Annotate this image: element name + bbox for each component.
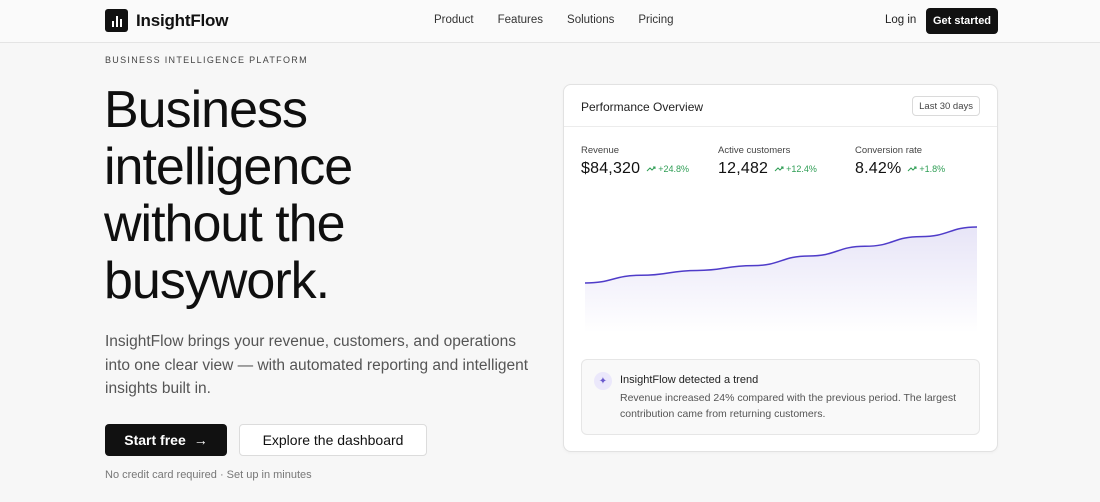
start-free-button[interactable]: Start free → xyxy=(105,424,227,456)
nav-link-solutions[interactable]: Solutions xyxy=(567,14,615,26)
trend-area xyxy=(585,227,977,333)
metric-revenue: Revenue $84,320 +24.8% xyxy=(581,145,689,178)
metric-value: $84,320 xyxy=(581,160,641,177)
explore-dashboard-button[interactable]: Explore the dashboard xyxy=(239,424,427,456)
metric-conversion-rate: Conversion rate 8.42% +1.8% xyxy=(855,145,945,178)
metric-delta: +24.8% xyxy=(646,164,689,174)
insight-title: InsightFlow detected a trend xyxy=(620,374,759,386)
metric-delta-value: +24.8% xyxy=(658,164,690,174)
insight-panel: ✦ InsightFlow detected a trend Revenue i… xyxy=(581,359,980,435)
top-nav: InsightFlow Product Features Solutions P… xyxy=(0,0,1100,43)
nav-link-features[interactable]: Features xyxy=(497,14,544,26)
metric-label: Revenue xyxy=(581,145,620,156)
hero-eyebrow: BUSINESS INTELLIGENCE PLATFORM xyxy=(105,55,308,65)
card-title: Performance Overview xyxy=(581,100,704,114)
hero-title-line: intelligence xyxy=(104,138,353,196)
login-link[interactable]: Log in xyxy=(885,14,917,26)
brand-logo[interactable]: InsightFlow xyxy=(105,9,228,32)
metric-delta: +1.8% xyxy=(907,164,945,174)
hero-subtitle: InsightFlow brings your revenue, custome… xyxy=(105,333,529,397)
metric-label: Conversion rate xyxy=(855,145,923,156)
metric-delta-value: +1.8% xyxy=(919,164,946,174)
trend-line xyxy=(584,226,978,284)
arrow-right-icon: → xyxy=(193,432,208,448)
metric-value: 12,482 xyxy=(718,160,769,177)
metric-delta: +12.4% xyxy=(774,164,817,174)
card-header: Performance Overview Last 30 days xyxy=(564,85,997,127)
revenue-trend-chart xyxy=(584,226,978,333)
get-started-button[interactable]: Get started xyxy=(926,8,998,34)
hero-fineprint: No credit card required · Set up in minu… xyxy=(105,469,312,481)
metric-delta-value: +12.4% xyxy=(786,164,817,174)
hero-title-line: busywork. xyxy=(104,252,330,310)
metric-active-customers: Active customers 12,482 +12.4% xyxy=(718,145,817,178)
date-range-selector[interactable]: Last 30 days xyxy=(912,96,980,116)
brand-name: InsightFlow xyxy=(136,10,229,30)
trend-up-icon xyxy=(774,166,784,172)
hero-title-line: Business xyxy=(104,81,308,139)
hero-title: Business intelligence without the busywo… xyxy=(104,82,524,310)
bar-chart-icon xyxy=(105,9,128,32)
trend-up-icon xyxy=(908,166,917,172)
start-free-label: Start free xyxy=(124,432,186,448)
performance-card: Performance Overview Last 30 days Revenu… xyxy=(563,84,998,452)
nav-link-product[interactable]: Product xyxy=(434,14,474,26)
hero-title-line: without the xyxy=(104,195,346,253)
sparkle-icon: ✦ xyxy=(594,372,612,390)
metric-label: Active customers xyxy=(718,145,791,156)
nav-link-pricing[interactable]: Pricing xyxy=(638,14,674,26)
insight-body: Revenue increased 24% compared with the … xyxy=(620,392,956,420)
nav-links: Product Features Solutions Pricing xyxy=(434,14,674,26)
metric-value: 8.42% xyxy=(855,160,902,177)
trend-up-icon xyxy=(646,166,656,172)
